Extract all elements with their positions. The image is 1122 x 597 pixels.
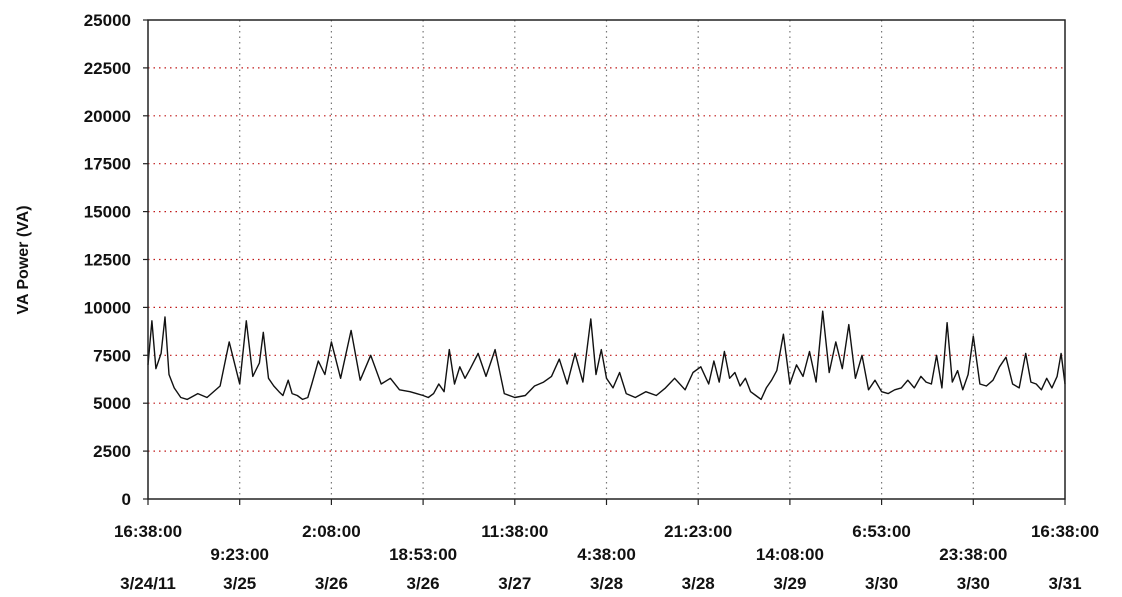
y-tick-label: 0 [122,490,131,509]
series-line [147,310,1066,401]
x-tick-time-label: 4:38:00 [577,545,636,564]
x-tick-date-label: 3/28 [682,574,715,593]
x-tick-time-label: 23:38:00 [939,545,1007,564]
x-tick-labels: 16:38:00 3/24/11 9:23:00 3/25 2:08:00 3/26 18:… [114,522,1099,593]
y-tick-label: 5000 [93,394,131,413]
x-tick-date-label: 3/30 [957,574,990,593]
x-tick-date-label: 3/28 [590,574,623,593]
x-tick-time-label: 21:23:00 [664,522,732,541]
x-tick-date-label: 3/25 [223,574,256,593]
y-tick-label: 17500 [84,155,131,174]
x-tick-date-label: 3/30 [865,574,898,593]
y-tick-label: 22500 [84,59,131,78]
x-tick-date-label: 3/31 [1048,574,1081,593]
x-tick-time-label: 18:53:00 [389,545,457,564]
x-tick-time-label: 14:08:00 [756,545,824,564]
y-tick-label: 2500 [93,442,131,461]
y-tick-label: 20000 [84,107,131,126]
y-tick-label: 10000 [84,298,131,317]
y-axis-label: VA Power (VA) [15,205,32,314]
x-tick-time-label: 2:08:00 [302,522,361,541]
plot-frame [147,19,1066,500]
x-tick-date-label: 3/29 [773,574,806,593]
x-tick-date-label: 3/26 [407,574,440,593]
x-tick-date-label: 3/26 [315,574,348,593]
y-tick-label: 7500 [93,346,131,365]
x-tick-time-label: 16:38:00 [114,522,182,541]
y-tick-label: 15000 [84,203,131,222]
y-tick-labels: 0 2500 5000 7500 10000 12500 15000 17500 20000 22… [84,11,131,509]
x-tick-date-label: 3/24/11 [120,574,176,593]
x-tick-date-label: 3/27 [498,574,531,593]
y-tick-label: 12500 [84,251,131,270]
y-tick-label: 25000 [84,11,131,30]
x-tick-time-label: 6:53:00 [852,522,911,541]
x-tick-time-label: 11:38:00 [481,522,548,541]
x-tick-time-label: 9:23:00 [210,545,269,564]
gridlines [143,19,1066,505]
x-tick-time-label: 16:38:00 [1031,522,1099,541]
